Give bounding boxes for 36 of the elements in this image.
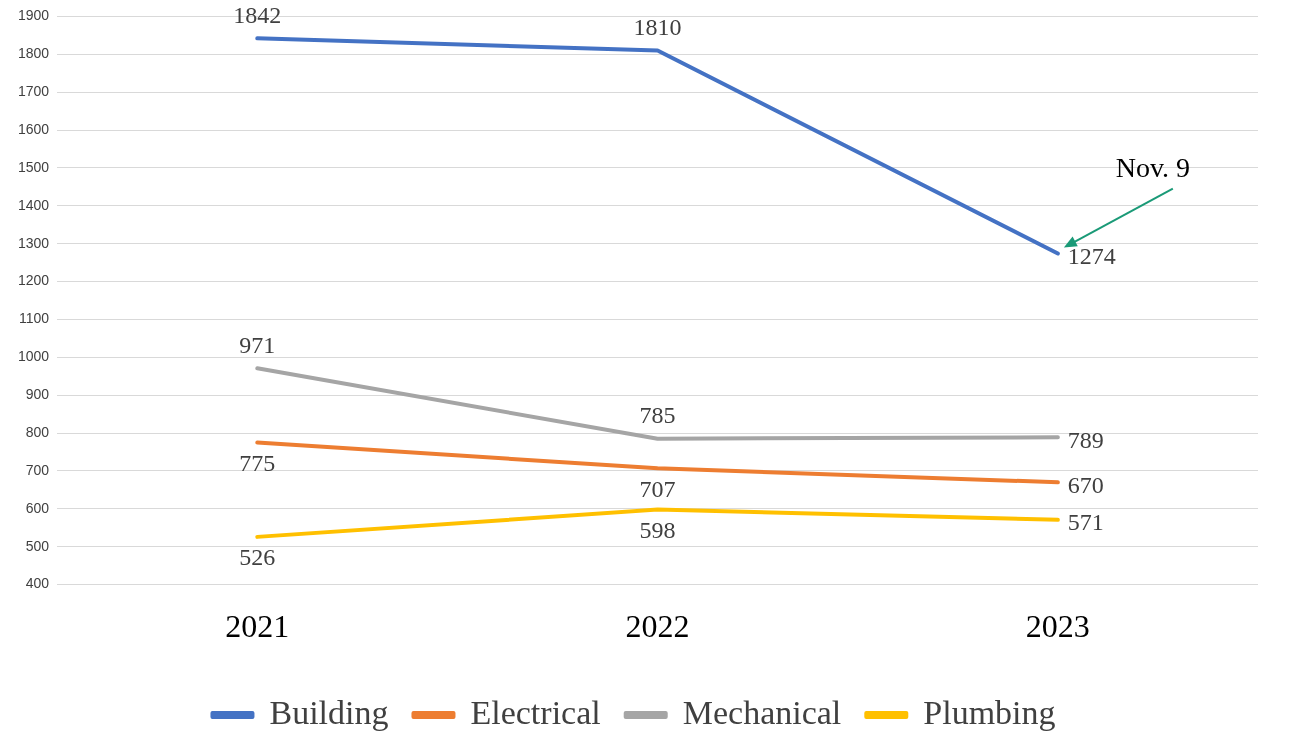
y-tick-label: 800 xyxy=(25,423,50,440)
data-label: 598 xyxy=(639,516,676,543)
data-label: 971 xyxy=(239,331,276,358)
y-tick-label: 900 xyxy=(25,386,50,403)
data-label: 1810 xyxy=(633,13,682,40)
data-label: 670 xyxy=(1067,471,1104,498)
y-tick-label: 400 xyxy=(25,575,50,592)
y-tick-label: 1700 xyxy=(17,83,50,100)
data-label: 789 xyxy=(1067,426,1104,453)
y-tick-label: 500 xyxy=(25,537,50,554)
x-tick-label: 2023 xyxy=(1025,608,1090,645)
y-tick-label: 1000 xyxy=(17,348,50,365)
data-label: 526 xyxy=(239,544,276,571)
legend-label: Electrical xyxy=(470,693,601,731)
x-tick-label: 2021 xyxy=(225,608,290,645)
data-label: 775 xyxy=(239,449,276,476)
y-tick-label: 1100 xyxy=(19,310,50,327)
legend-label: Plumbing xyxy=(923,693,1056,731)
data-label: 785 xyxy=(639,402,676,429)
y-tick-label: 1900 xyxy=(17,7,50,24)
y-tick-label: 1800 xyxy=(17,45,50,62)
y-tick-label: 600 xyxy=(25,499,50,516)
legend-label: Mechanical xyxy=(682,693,842,731)
data-label: 1842 xyxy=(233,1,282,28)
y-tick-label: 1200 xyxy=(17,272,50,289)
data-label: 707 xyxy=(639,475,676,502)
y-tick-label: 700 xyxy=(25,461,50,478)
data-label: 1274 xyxy=(1067,242,1116,269)
data-label: 571 xyxy=(1067,509,1104,536)
x-tick-label: 2022 xyxy=(625,608,690,645)
legend-label: Building xyxy=(269,693,389,731)
y-tick-label: 1500 xyxy=(17,158,50,175)
y-tick-label: 1400 xyxy=(17,196,50,213)
y-tick-label: 1600 xyxy=(17,120,50,137)
y-tick-label: 1300 xyxy=(17,234,50,251)
annotation: Nov. 9 xyxy=(1115,151,1191,183)
